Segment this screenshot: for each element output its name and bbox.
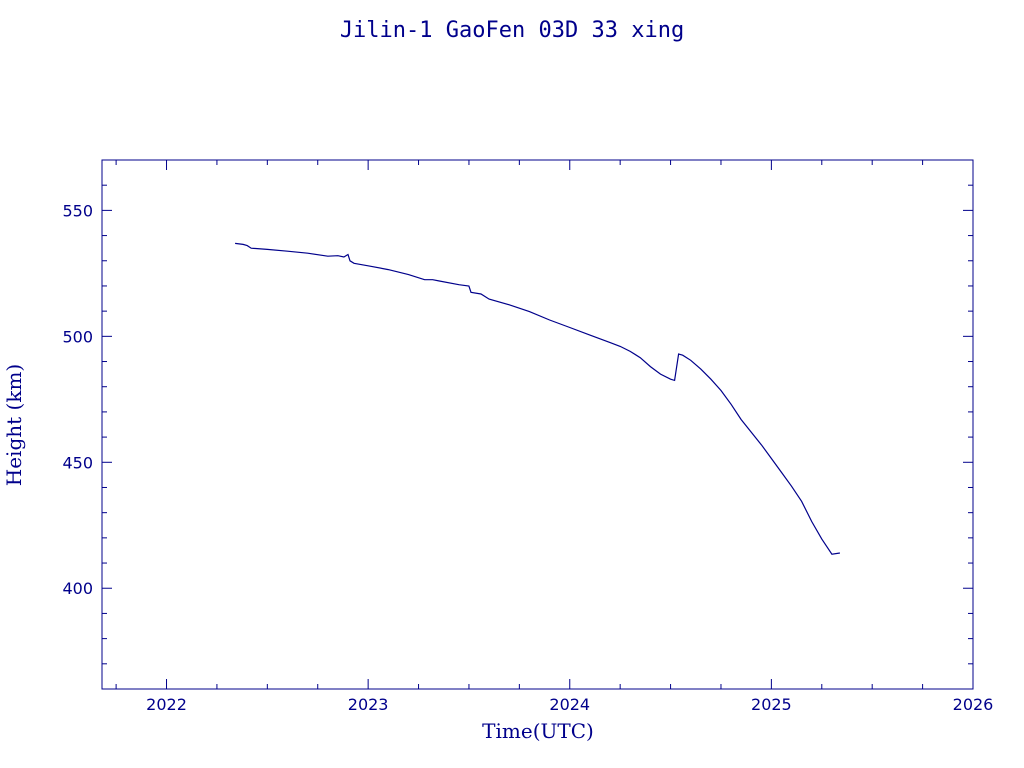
y-axis-label: Height (km) — [2, 364, 26, 486]
x-tick-label: 2026 — [953, 695, 994, 714]
y-tick-label: 450 — [62, 453, 93, 472]
axis-ticks — [102, 159, 974, 690]
y-tick-label: 500 — [62, 327, 93, 346]
y-tick-label: 400 — [62, 579, 93, 598]
plot-frame — [101, 159, 974, 690]
y-tick-label: 550 — [62, 201, 93, 220]
x-tick-label: 2024 — [549, 695, 590, 714]
x-tick-label: 2022 — [146, 695, 187, 714]
height-series-line — [235, 242, 840, 555]
x-tick-label: 2023 — [348, 695, 389, 714]
x-tick-label: 2025 — [751, 695, 792, 714]
chart-title: Jilin-1 GaoFen 03D 33 xing — [340, 18, 684, 43]
axis-tick-labels: 2022 2023 2024 2025 2026 400 450 500 550 — [62, 201, 993, 714]
x-axis-label: Time(UTC) — [482, 719, 594, 743]
